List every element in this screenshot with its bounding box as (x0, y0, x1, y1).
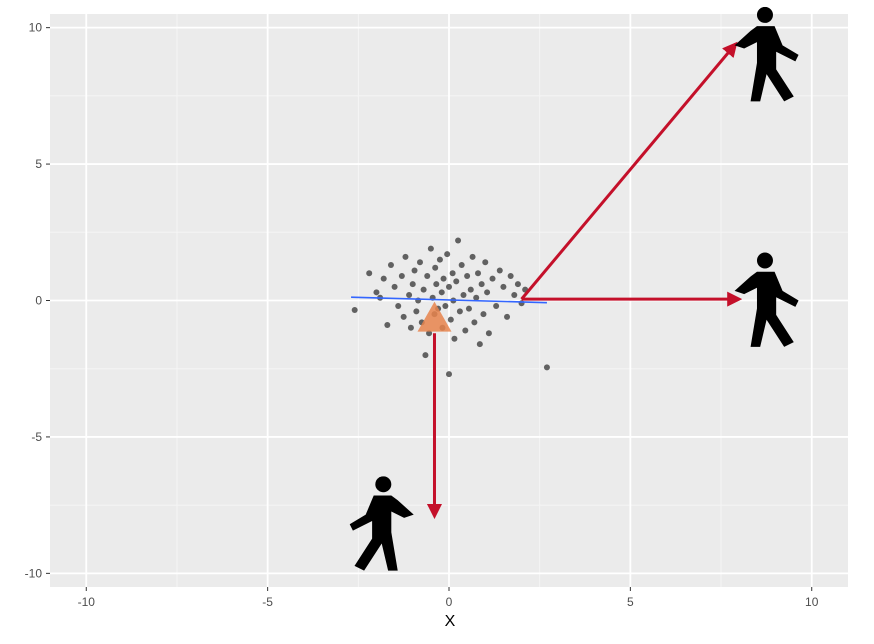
scatter-point (440, 275, 447, 282)
regression-layer (351, 296, 547, 304)
scatter-point (442, 302, 449, 309)
scatter-point (398, 272, 405, 279)
scatter-point (480, 311, 487, 318)
scatter-point (351, 307, 358, 314)
scatter-point (458, 262, 465, 269)
scatter-point (504, 313, 511, 320)
scatter-point (451, 335, 458, 342)
scatter-point (391, 283, 398, 290)
scatter-point (400, 313, 407, 320)
scatter-point (384, 322, 391, 329)
scatter-point (446, 371, 452, 378)
scatter-point (436, 256, 443, 263)
scatter-point (432, 264, 439, 271)
scatter-point (460, 292, 467, 299)
scatter-point (455, 237, 462, 244)
scatter-point (475, 270, 482, 277)
arrow (520, 41, 738, 301)
scatter-point (484, 289, 491, 296)
scatter-point (507, 272, 514, 279)
scatter-point (433, 281, 440, 288)
scatter-point (471, 319, 478, 326)
scatter-point (446, 283, 452, 290)
scatter-point (462, 327, 469, 334)
scatter-point (413, 308, 420, 315)
y-tick-label: 5 (35, 157, 42, 171)
scatter-point (496, 267, 503, 274)
arrow-layer (426, 41, 743, 520)
scatter-point (411, 267, 418, 274)
scatter-point (543, 364, 550, 371)
scatter-point (395, 302, 402, 309)
scatter-point (380, 275, 387, 282)
x-axis: -10 -5 0 5 10 (78, 587, 819, 609)
scatter-point (366, 270, 373, 277)
y-tick-label: 0 (35, 294, 42, 308)
scatter-point (416, 259, 423, 266)
y-axis: 10 5 0 -5 -10 (25, 21, 50, 580)
scatter-point (426, 330, 433, 337)
scatter-point (444, 251, 451, 258)
scatter-point (449, 270, 456, 277)
scatter-point (514, 281, 521, 288)
scatter-point (465, 305, 472, 312)
scatter-point (422, 352, 429, 359)
scatter-point (420, 286, 427, 293)
scatter-point (489, 275, 496, 282)
scatter-point (402, 253, 409, 260)
scatter-point (469, 253, 476, 260)
x-tick-label: -5 (262, 595, 273, 609)
scatter-point (409, 281, 416, 288)
scatter-point (424, 272, 431, 279)
scatter-point (387, 262, 394, 269)
regression-line (351, 296, 547, 304)
scatter-point (453, 278, 460, 285)
center-marker-layer (417, 301, 452, 332)
scatter-point (511, 292, 518, 299)
scatter-point (476, 341, 483, 348)
y-tick-label: -10 (25, 566, 43, 580)
scatter-point (467, 286, 474, 293)
scatter-point (427, 245, 434, 252)
x-tick-label: 0 (446, 595, 453, 609)
scatter-point (438, 289, 445, 296)
x-axis-title: X (445, 613, 456, 630)
scatter-point (485, 330, 492, 337)
scatter-point (500, 283, 507, 290)
x-tick-label: 5 (627, 595, 634, 609)
scatter-point (447, 316, 454, 323)
x-tick-label: 10 (805, 595, 819, 609)
scatter-point (456, 308, 463, 315)
scatter-point (473, 294, 480, 301)
center-triangle-marker (417, 301, 452, 332)
scatter-point (482, 259, 489, 266)
scatter-point (493, 302, 500, 309)
y-tick-label: -5 (31, 430, 42, 444)
scatter-point (406, 292, 413, 299)
y-tick-label: 10 (29, 21, 43, 35)
x-tick-label: -10 (78, 595, 96, 609)
scatter-point (464, 272, 471, 279)
scatter-point (407, 324, 414, 331)
scatter-point (478, 281, 485, 288)
scatter-point (373, 289, 380, 296)
